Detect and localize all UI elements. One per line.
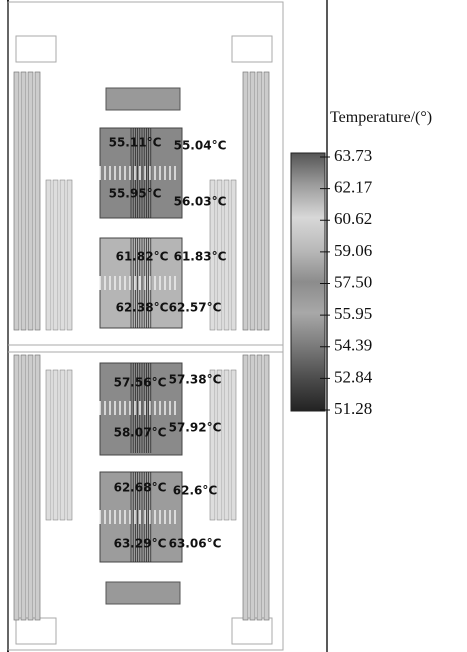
slot bbox=[60, 370, 65, 520]
slot bbox=[35, 355, 40, 620]
slot bbox=[224, 370, 229, 520]
tick-label: 59.06 bbox=[334, 241, 372, 260]
temperature-label: 57.92°C bbox=[169, 421, 222, 435]
temperature-label: 57.38°C bbox=[169, 373, 222, 387]
board bbox=[8, 0, 327, 652]
temperature-label: 61.83°C bbox=[174, 250, 227, 264]
slot bbox=[243, 355, 248, 620]
slot bbox=[46, 370, 51, 520]
slot bbox=[60, 180, 65, 330]
slot bbox=[46, 180, 51, 330]
temperature-label: 55.04°C bbox=[174, 139, 227, 153]
tick-label: 62.17 bbox=[334, 178, 373, 197]
tick-label: 51.28 bbox=[334, 399, 372, 418]
slot bbox=[231, 180, 236, 330]
tick-label: 60.62 bbox=[334, 209, 372, 228]
slot bbox=[257, 355, 262, 620]
slot bbox=[28, 355, 33, 620]
temperature-label: 62.57°C bbox=[169, 301, 222, 315]
slot bbox=[250, 355, 255, 620]
temperature-label: 58.07°C bbox=[114, 426, 167, 440]
slot bbox=[67, 370, 72, 520]
tick-label: 54.39 bbox=[334, 336, 372, 355]
slot bbox=[217, 370, 222, 520]
temperature-label: 55.95°C bbox=[109, 187, 162, 201]
slot bbox=[257, 72, 262, 330]
tick-label: 55.95 bbox=[334, 304, 372, 323]
slot bbox=[35, 72, 40, 330]
tick-label: 57.50 bbox=[334, 272, 372, 291]
temperature-label: 63.06°C bbox=[169, 537, 222, 551]
slot bbox=[210, 370, 215, 520]
temperature-label: 62.68°C bbox=[114, 481, 167, 495]
slot bbox=[53, 180, 58, 330]
slot bbox=[231, 370, 236, 520]
temperature-label: 57.56°C bbox=[114, 376, 167, 390]
tick-label: 52.84 bbox=[334, 367, 373, 386]
legend-title: Temperature/(°) bbox=[330, 109, 432, 126]
slot bbox=[67, 180, 72, 330]
temperature-label: 62.38°C bbox=[116, 301, 169, 315]
slot bbox=[264, 355, 269, 620]
thermal-figure: Temperature/(°) 63.73 62.17 60.62 59.06 57.5… bbox=[0, 0, 467, 652]
temperature-label: 61.82°C bbox=[116, 250, 169, 264]
slot bbox=[28, 72, 33, 330]
slot bbox=[243, 72, 248, 330]
slot bbox=[14, 355, 19, 620]
slot bbox=[250, 72, 255, 330]
temperature-label: 55.11°C bbox=[109, 136, 162, 150]
slot bbox=[21, 355, 26, 620]
tick-label: 63.73 bbox=[334, 146, 372, 165]
temperature-label: 63.29°C bbox=[114, 537, 167, 551]
slot bbox=[21, 72, 26, 330]
temperature-label: 56.03°C bbox=[174, 195, 227, 209]
slot bbox=[53, 370, 58, 520]
temperature-label: 62.6°C bbox=[173, 484, 218, 498]
slot bbox=[14, 72, 19, 330]
slot bbox=[264, 72, 269, 330]
